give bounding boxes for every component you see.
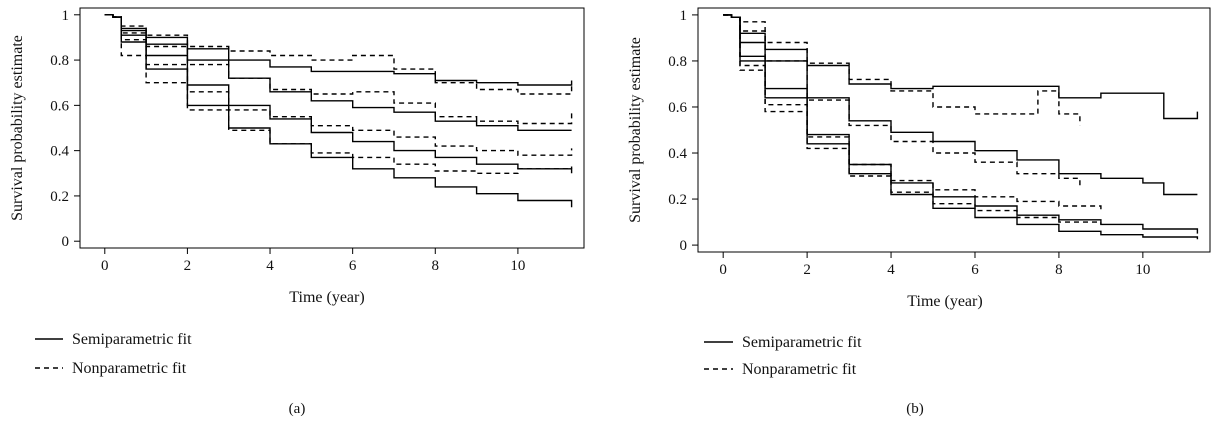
x-tick-label-a-5: 10 [510, 258, 525, 274]
x-axis-title-b: Time (year) [907, 293, 982, 310]
y-tick-label-b-1: 0.2 [668, 192, 687, 208]
y-axis-title-b: Survival probability estimate [627, 37, 644, 223]
y-tick-label-a-2: 0.4 [50, 144, 69, 160]
semiparametric-curve-a-2 [104, 14, 573, 174]
nonparametric-curve-b-4 [723, 14, 1081, 126]
y-axis-a: 0 0.2 0.4 0.6 0.8 1 [50, 8, 80, 250]
y-tick-label-a-1: 0.2 [50, 189, 69, 205]
y-tick-label-b-3: 0.6 [668, 100, 687, 116]
x-tick-label-b-3: 6 [971, 262, 979, 278]
panel-label-a: (a) [289, 401, 306, 417]
y-tick-label-b-2: 0.4 [668, 146, 687, 162]
legend-solid-label-b: Semiparametric fit [742, 334, 862, 351]
x-axis-a: 0 2 4 6 8 10 [101, 248, 525, 274]
panel-a: 0 2 4 6 8 10 0 0.2 0.4 0.6 0.8 1 Time (year) Survi… [9, 7, 585, 417]
semiparametric-curve-b-1 [723, 14, 1198, 196]
plot-area-b [697, 7, 1211, 253]
panel-label-b: (b) [906, 401, 924, 417]
x-axis-title-a: Time (year) [289, 289, 364, 306]
series-group-b [723, 14, 1199, 240]
semiparametric-curve-b-2 [723, 14, 1199, 234]
y-axis-title-a: Survival probability estimate [9, 35, 26, 221]
x-tick-label-b-1: 2 [803, 262, 811, 278]
legend-solid-label-a: Semiparametric fit [72, 331, 192, 348]
y-axis-b: 0 0.2 0.4 0.6 0.8 1 [668, 8, 698, 254]
nonparametric-curve-b-7 [723, 14, 1102, 225]
semiparametric-curve-b-0 [723, 14, 1199, 120]
y-tick-label-a-4: 0.8 [50, 53, 69, 69]
x-tick-label-b-2: 4 [887, 262, 895, 278]
nonparametric-curve-a-7 [104, 14, 573, 174]
legend-b: Semiparametric fit Nonparametric fit [704, 334, 862, 378]
x-tick-label-a-2: 4 [266, 258, 274, 274]
y-tick-label-a-3: 0.6 [50, 98, 69, 114]
nonparametric-curve-a-6 [104, 14, 573, 156]
x-tick-label-b-4: 8 [1055, 262, 1063, 278]
y-tick-label-b-0: 0 [680, 238, 688, 254]
series-group-a [104, 14, 573, 208]
x-tick-label-b-0: 0 [719, 262, 727, 278]
y-tick-label-a-5: 1 [62, 8, 70, 24]
x-tick-label-a-3: 6 [349, 258, 357, 274]
x-tick-label-a-4: 8 [432, 258, 440, 274]
legend-a: Semiparametric fit Nonparametric fit [35, 331, 192, 377]
semiparametric-curve-a-1 [104, 14, 572, 131]
x-tick-label-a-1: 2 [184, 258, 192, 274]
semiparametric-curve-b-3 [723, 14, 1199, 240]
panel-b: 0 2 4 6 8 10 0 0.2 0.4 0.6 0.8 1 Time (year) Survi… [627, 7, 1211, 417]
legend-dashed-label-b: Nonparametric fit [742, 361, 857, 378]
nonparametric-curve-b-5 [723, 14, 1081, 188]
nonparametric-curve-a-4 [104, 14, 573, 95]
x-tick-label-a-0: 0 [101, 258, 109, 274]
x-axis-b: 0 2 4 6 8 10 [719, 252, 1150, 278]
nonparametric-curve-a-5 [104, 14, 573, 125]
y-tick-label-a-0: 0 [62, 234, 70, 250]
plot-area-a [79, 7, 585, 249]
y-tick-label-b-4: 0.8 [668, 54, 687, 70]
y-tick-label-b-5: 1 [680, 8, 688, 24]
x-tick-label-b-5: 10 [1135, 262, 1150, 278]
nonparametric-curve-b-6 [723, 14, 1102, 213]
legend-dashed-label-a: Nonparametric fit [72, 360, 187, 377]
semiparametric-curve-a-0 [104, 14, 573, 86]
